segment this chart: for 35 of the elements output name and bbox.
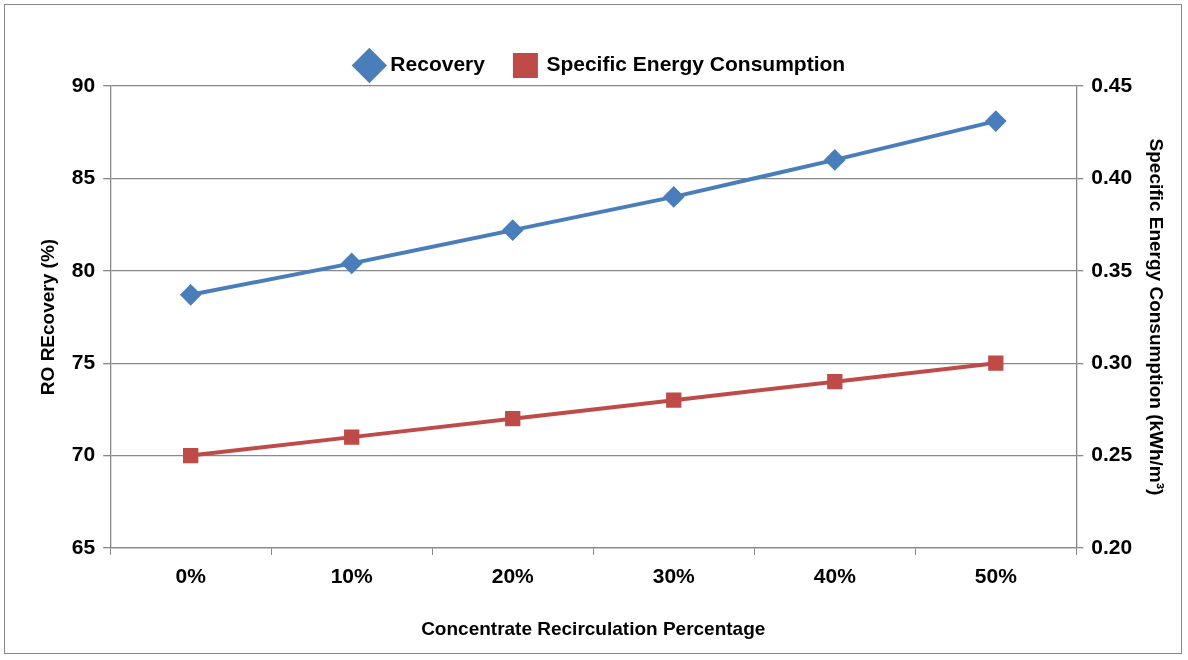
point	[502, 220, 523, 241]
y-tick-label: 80	[71, 257, 96, 281]
y2-tick-label: 0.35	[1091, 257, 1133, 281]
x-tick-label: 50%	[974, 564, 1018, 588]
point	[341, 253, 362, 274]
y2-tick-label: 0.45	[1091, 72, 1133, 96]
point	[180, 284, 201, 305]
point	[988, 355, 1004, 371]
point	[505, 410, 521, 427]
point	[827, 374, 843, 390]
y-axis-title: RO REcovery (%)	[36, 238, 58, 396]
y-tick-label: 65	[71, 534, 96, 558]
x-tick-label: 20%	[491, 564, 535, 588]
y-tick-label: 70	[71, 442, 96, 466]
point	[344, 429, 360, 445]
x-tick-label: 30%	[652, 564, 696, 588]
point	[985, 111, 1006, 132]
point	[824, 149, 845, 170]
y-tick-label: 85	[71, 165, 96, 189]
x-tick-label: 40%	[813, 564, 857, 588]
y-tick-label: 90	[71, 72, 96, 96]
point	[666, 392, 682, 408]
legend-label: Specific Energy Consumption	[546, 52, 846, 76]
y2-tick-label: 0.40	[1091, 165, 1133, 189]
y-tick-label: 75	[71, 350, 96, 373]
x-axis-title: Concentrate Recirculation Percentage	[421, 617, 766, 639]
point	[183, 447, 199, 464]
y2-tick-label: 0.25	[1091, 442, 1133, 466]
point	[663, 186, 684, 207]
legend-label: Recovery	[390, 52, 486, 76]
y2-axis-title: Specific Energy Consumption (kWh/m³)	[1146, 138, 1168, 496]
y2-tick-label: 0.30	[1091, 350, 1133, 373]
x-tick-label: 0%	[175, 564, 207, 588]
y2-tick-label: 0.20	[1091, 534, 1133, 558]
x-tick-label: 10%	[330, 564, 374, 588]
